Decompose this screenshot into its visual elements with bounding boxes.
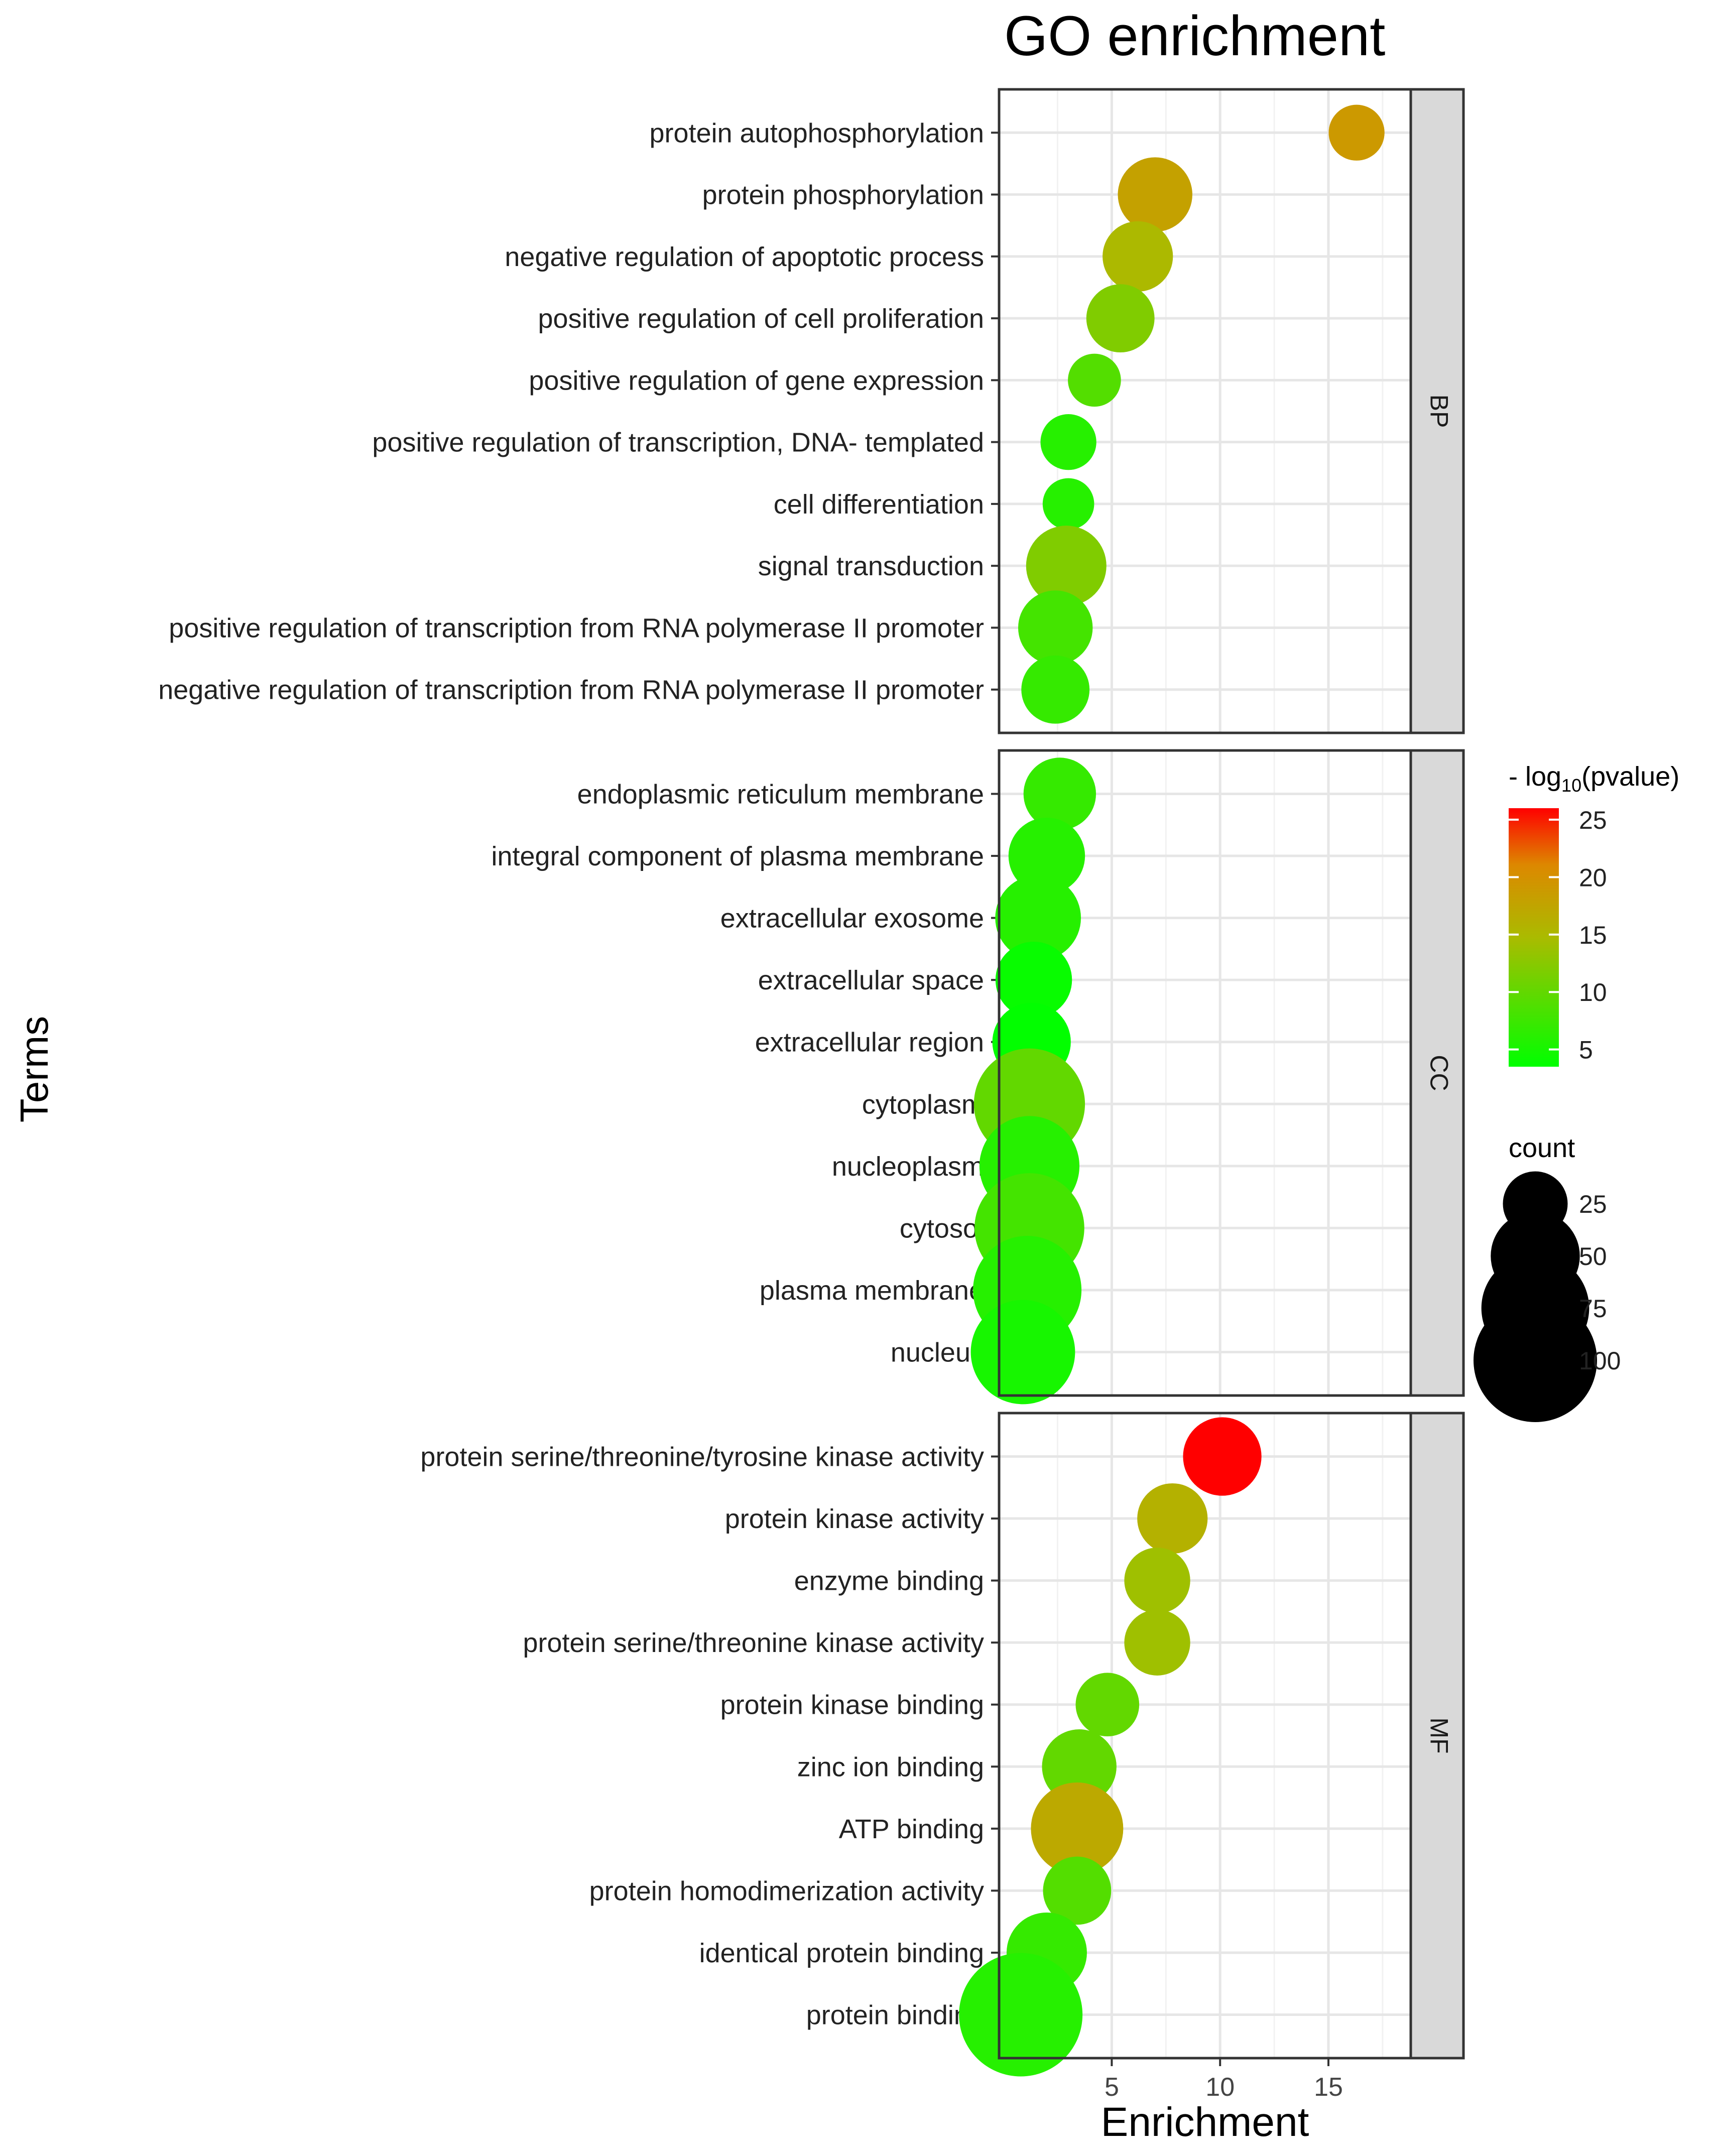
color-legend-title-suffix: (pvalue) [1581,762,1679,792]
data-point [970,1300,1075,1405]
term-label: positive regulation of cell proliferatio… [538,304,985,334]
data-point [1068,353,1121,407]
term-label: negative regulation of transcription fro… [158,675,984,705]
facet-strip [1409,1412,1465,2060]
color-legend-bar [1509,808,1559,1067]
facet-panel-cc: endoplasmic reticulum membrane integral c… [491,749,1465,1405]
color-legend-title-prefix: - log [1509,762,1561,792]
term-label: endoplasmic reticulum membrane [577,779,984,809]
term-label: nucleus [891,1338,984,1368]
data-point [1118,157,1192,232]
term-label: ATP binding [839,1814,984,1844]
data-point [1021,655,1090,724]
color-legend-title: - log10(pvalue) [1509,762,1679,796]
x-axis-label: Enrichment [1101,2099,1309,2145]
term-label: signal transduction [758,551,984,581]
color-legend-tick-label: 25 [1579,806,1607,834]
term-label: protein phosphorylation [702,180,984,210]
size-legend-label: 100 [1579,1347,1621,1375]
x-axis: 5 10 15 [1105,2058,1343,2102]
term-label: negative regulation of apoptotic process [505,242,984,272]
facet-strip [1409,749,1465,1397]
panels-layer: protein autophosphorylation protein phosp… [158,88,1465,2077]
data-point [1328,104,1385,161]
x-tick-label: 15 [1314,2073,1343,2102]
term-label: positive regulation of transcription fro… [169,613,984,643]
term-label: protein autophosphorylation [650,118,984,148]
facet-strip-label: MF [1425,1717,1453,1753]
color-legend-tick-label: 5 [1579,1036,1593,1064]
size-legend-label: 75 [1579,1295,1607,1323]
term-label: protein kinase binding [720,1690,984,1720]
data-point [1026,526,1107,606]
term-label: protein kinase activity [725,1504,984,1534]
term-label: positive regulation of gene expression [529,365,984,396]
facet-strip-label: BP [1425,395,1453,428]
data-point [995,941,1072,1019]
term-label: positive regulation of transcription, DN… [372,428,984,458]
color-legend-tick-label: 10 [1579,978,1607,1006]
size-legend-label: 50 [1579,1242,1607,1271]
data-point [995,875,1081,961]
data-point [1023,757,1096,830]
color-legend-title-sub: 10 [1561,775,1581,796]
data-point [1031,1782,1124,1875]
term-label: protein homodimerization activity [589,1876,984,1906]
term-label: protein serine/threonine kinase activity [523,1628,984,1658]
term-label: cytosol [900,1213,984,1243]
data-point [1183,1417,1262,1496]
color-legend-tick-label: 20 [1579,863,1607,892]
y-axis-label: Terms [12,1016,56,1122]
data-point [959,1953,1083,2077]
data-point [1124,1609,1190,1676]
term-label: integral component of plasma membrane [491,841,984,871]
x-tick-label: 5 [1105,2073,1119,2102]
size-legend-title: count [1509,1133,1575,1163]
facet-strip-label: CC [1425,1055,1453,1091]
term-label: protein binding [806,2000,984,2031]
data-point [1042,1729,1117,1804]
data-point [1043,1856,1112,1925]
facet-panel-mf: protein serine/threonine/tyrosine kinase… [420,1412,1465,2077]
chart-title: GO enrichment [1004,5,1385,67]
term-label: protein serine/threonine/tyrosine kinase… [420,1442,984,1472]
data-point [1075,1673,1140,1737]
facet-strip [1409,88,1465,734]
data-point [1086,284,1155,353]
data-point [1042,478,1094,530]
data-point [1018,590,1093,665]
size-legend-label: 25 [1579,1190,1607,1218]
term-label: cytoplasm [862,1089,984,1119]
term-label: extracellular exosome [720,904,984,934]
data-point [1008,817,1085,895]
data-point [1137,1483,1208,1554]
term-label: nucleoplasm [832,1152,984,1182]
term-label: zinc ion binding [797,1752,984,1782]
color-legend-tick-label: 15 [1579,921,1607,949]
data-point [1103,221,1173,292]
facet-panel-bp: protein autophosphorylation protein phosp… [158,88,1465,734]
x-tick-label: 10 [1205,2073,1235,2102]
term-label: extracellular region [755,1028,984,1058]
term-label: extracellular space [758,965,984,995]
term-label: plasma membrane [760,1276,984,1306]
term-label: enzyme binding [794,1566,984,1596]
data-point [1040,414,1096,470]
data-point [1124,1547,1190,1614]
size-legend-circle [1474,1299,1597,1422]
term-label: cell differentiation [774,489,984,520]
term-label: identical protein binding [699,1938,984,1968]
